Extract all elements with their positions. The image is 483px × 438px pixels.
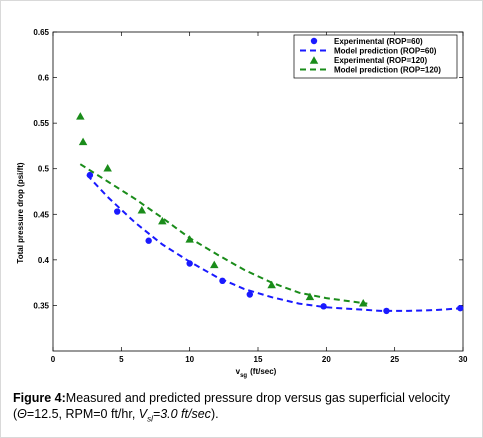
data-point [246, 291, 253, 298]
caption-text-1: Measured and predicted pressure drop ver… [13, 391, 451, 421]
data-point [186, 260, 193, 267]
data-point [114, 208, 121, 215]
data-point [76, 112, 85, 120]
x-tick-label: 20 [322, 355, 331, 364]
pressure-drop-chart: 0 5 10 15 20 25 30 0.35 0.4 0.45 0.5 0.55 0.6 0.65 Ex… [16, 28, 468, 379]
y-tick-label: 0.35 [33, 301, 49, 310]
y-tick-label: 0.5 [38, 165, 50, 174]
x-label-sub: sg [240, 373, 247, 379]
model-prediction-line [86, 174, 464, 312]
series-1 [86, 174, 464, 312]
y-axis-label: Total pressure drop (psi/ft) [16, 162, 25, 264]
legend-symbol [309, 56, 319, 64]
legend-entry: Experimental (ROP=60) [334, 37, 423, 46]
data-point [78, 137, 88, 146]
data-point [320, 303, 327, 310]
data-point [158, 216, 167, 225]
y-tick-label: 0.45 [33, 210, 49, 219]
x-tick-label: 0 [51, 355, 56, 364]
legend-entry: Model prediction (ROP=60) [334, 47, 437, 56]
y-tick-label: 0.55 [33, 119, 49, 128]
data-point [137, 205, 147, 214]
data-point [305, 292, 315, 301]
x-label-unit: (ft/sec) [250, 367, 277, 376]
legend-marker [309, 56, 319, 64]
x-tick-label: 15 [254, 355, 263, 364]
plot-area [52, 31, 464, 352]
x-tick-label: 30 [459, 355, 468, 364]
legend-entry: Experimental (ROP=120) [334, 56, 427, 65]
x-tick-label: 5 [119, 355, 124, 364]
x-tick-label: 10 [185, 355, 194, 364]
y-tick-label: 0.6 [38, 74, 50, 83]
data-point [358, 298, 368, 307]
data-point [145, 237, 152, 244]
data-point [210, 260, 219, 269]
caption-text-3: =3.0 ft/sec [152, 407, 211, 421]
caption-label: Figure 4: [13, 391, 66, 405]
y-tick-label: 0.65 [33, 28, 49, 37]
x-axis-label: vsg (ft/sec) [236, 367, 277, 379]
series-2 [76, 112, 368, 307]
caption-theta: Θ [17, 407, 27, 421]
legend-marker [310, 37, 318, 45]
caption-text-4: ). [210, 407, 219, 421]
figure-caption: Figure 4:Measured and predicted pressure… [13, 390, 475, 428]
caption-v-sub: sl [147, 414, 153, 424]
caption-v: V [138, 407, 148, 421]
data-point [103, 164, 112, 172]
legend-box [293, 34, 458, 79]
data-point [267, 280, 276, 289]
legend-symbol [310, 37, 318, 45]
y-tick-label: 0.4 [38, 256, 50, 265]
legend-entry: Model prediction (ROP=120) [334, 66, 441, 75]
x-tick-label: 25 [390, 355, 399, 364]
caption-text-2: =12.5, RPM=0 ft/hr, [26, 407, 139, 421]
x-label-main: v [236, 367, 241, 376]
series-0 [86, 171, 464, 315]
